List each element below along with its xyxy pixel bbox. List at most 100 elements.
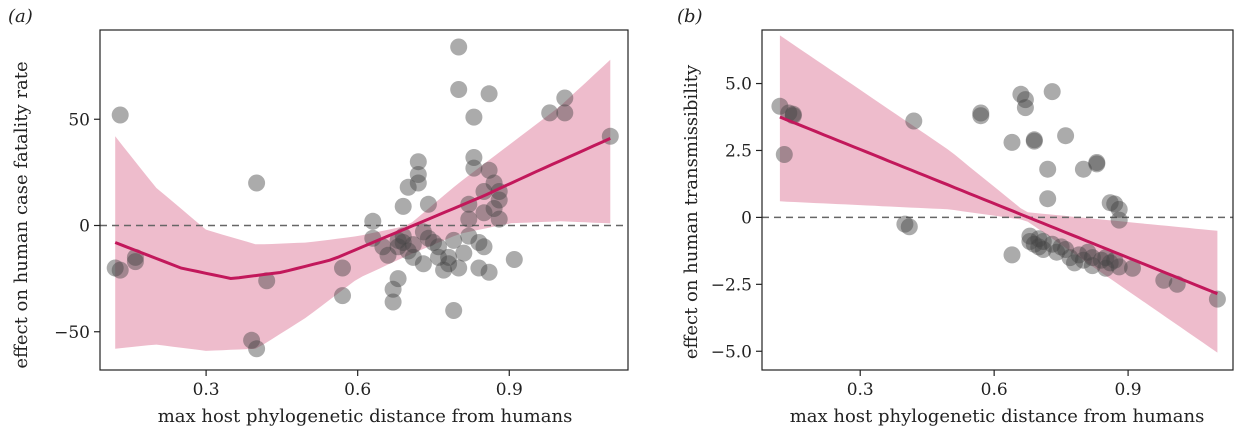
panel-b-y-axis-title: effect on human transmissibility (681, 64, 702, 359)
panel-a-data-point (470, 234, 488, 251)
panel-b-data-point (784, 105, 802, 123)
panel-b-y-tick-label: −2.5 (711, 275, 752, 295)
panel-b-data-point (1003, 133, 1021, 151)
panel-b-data-point (1110, 200, 1128, 218)
panel-a-label: (a) (8, 6, 33, 27)
panel-a-x-tick-label: 0.3 (193, 380, 220, 400)
panel-b-x-tick-label: 0.3 (847, 380, 874, 400)
panel-b-data-point (1097, 249, 1115, 267)
panel-b-data-point (1025, 132, 1043, 150)
panel-a-y-axis-title: effect on human case fatality rate (11, 61, 32, 368)
panel-a-data-point (460, 210, 478, 228)
panel-b-data-point (1208, 290, 1226, 308)
panel-b-plot-area: 0.3 0.6 0.9 5.0 2.5 0 −2.5 −5.0 (711, 29, 1234, 400)
panel-b-data-point (972, 107, 990, 125)
panel-a-data-point (475, 238, 493, 256)
panel-a-x-tick-label: 0.9 (496, 380, 523, 400)
panel-a-data-point (409, 174, 427, 192)
panel-a-data-point (394, 197, 412, 215)
panel-b-data-point (1106, 251, 1124, 269)
panel-a-y-tick-label: 50 (68, 110, 90, 130)
panel-a-data-point (111, 261, 129, 279)
panel-b-y-tick-label: −5.0 (711, 342, 752, 362)
panel-a-data-point (455, 244, 473, 262)
panel-a-data-point (126, 253, 144, 271)
panel-a-data-point (409, 153, 427, 171)
panel-b-data-point (1025, 235, 1043, 253)
panel-b-data-point (1016, 91, 1034, 109)
panel-b-data-point (1155, 271, 1173, 289)
panel-a-plot-frame (99, 29, 629, 371)
panel-a-data-point (460, 227, 478, 245)
panel-b-data-point (1057, 127, 1075, 145)
panel-b-data-point (1101, 254, 1119, 272)
panel-a-chart: (a) 0.3 0.6 0.9 50 0 −50 max host phylogeneti… (8, 6, 629, 427)
panel-a-data-point (475, 183, 493, 200)
panel-a-data-point (399, 242, 417, 260)
panel-a-data-point (470, 259, 488, 277)
panel-b-data-point (1057, 241, 1075, 258)
panel-a-data-point (490, 191, 508, 209)
panel-b-label: (b) (677, 6, 703, 27)
panel-a-data-point (465, 149, 483, 166)
panel-a-data-point (440, 255, 458, 273)
panel-b-data-point (1043, 235, 1061, 253)
panel-b-data-point (896, 215, 914, 233)
panel-b-data-point (1030, 230, 1048, 248)
panel-a-data-point (445, 302, 463, 319)
panel-a-fit-line (114, 137, 611, 281)
panel-a-data-point (541, 104, 559, 122)
panel-a-data-point (480, 161, 498, 179)
panel-a-data-point (450, 81, 468, 98)
panel-b-data-point (780, 104, 798, 122)
panel-b-y-tick-label: 0 (741, 208, 752, 228)
panel-a-data-point (258, 272, 276, 290)
panel-b-data-point (775, 146, 793, 163)
panel-a-data-point (430, 248, 447, 266)
panel-a-data-point (389, 231, 407, 249)
panel-b-data-point (1070, 246, 1088, 264)
panel-a-data-point (485, 200, 503, 217)
panel-a-x-axis-title: max host phylogenetic distance from huma… (158, 406, 573, 427)
panel-a-data-point (480, 85, 498, 103)
panel-a-data-point (364, 212, 382, 230)
panel-a-data-point (243, 331, 261, 349)
panel-b-data-point (1048, 243, 1066, 261)
panel-a-data-point (556, 104, 574, 122)
panel-b-data-point (1110, 211, 1128, 229)
panel-a-data-point (364, 229, 382, 247)
panel-b-data-point (1030, 238, 1048, 256)
panel-a-x-tick-label: 0.6 (344, 380, 371, 400)
panel-b-data-point (1110, 258, 1128, 276)
panel-b-y-tick-label: 2.5 (725, 141, 752, 161)
panel-b-chart: (b) 0.3 0.6 0.9 5.0 2.5 0 −2.5 −5.0 max host ph… (677, 6, 1234, 427)
panel-a-data-point (419, 195, 437, 213)
panel-a-data-point (334, 287, 351, 305)
panel-a-data-point (465, 159, 483, 177)
panel-a-data-point (414, 223, 432, 241)
panel-a-data-point (475, 204, 493, 222)
panel-b-fit-line (779, 115, 1218, 296)
panel-a-data-point (394, 234, 412, 251)
panel-a-data-point (450, 38, 468, 56)
panel-b-data-point (1101, 194, 1119, 212)
panel-b-data-point (1039, 160, 1057, 178)
panel-a-data-point (414, 255, 432, 273)
panel-a-data-point (106, 259, 124, 277)
panel-b-data-point (1106, 195, 1124, 213)
panel-a-data-point (334, 259, 351, 277)
panel-b-data-point (900, 218, 918, 236)
panel-b-data-point (1012, 85, 1030, 103)
panel-a-y-tick-label: −50 (54, 323, 90, 343)
panel-a-data-point (485, 174, 503, 192)
panel-b-data-point (1039, 190, 1057, 208)
panel-b-data-point (1021, 227, 1039, 245)
panel-a-data-point (409, 166, 427, 183)
panel-b-data-point (1016, 99, 1034, 117)
panel-b-confidence-band (779, 35, 1218, 353)
panel-a-plot-area: 0.3 0.6 0.9 50 0 −50 (54, 29, 629, 400)
panel-a-data-point (435, 261, 453, 279)
panel-b-data-point (1088, 154, 1106, 171)
panel-a-data-point (379, 246, 397, 264)
